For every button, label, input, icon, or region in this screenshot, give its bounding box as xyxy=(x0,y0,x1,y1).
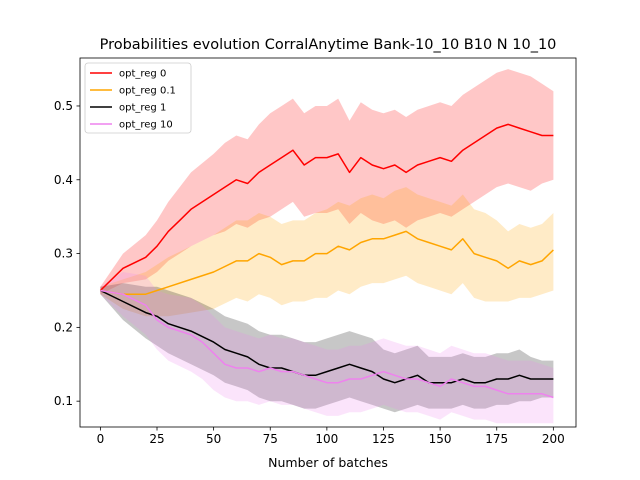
line-series-3 xyxy=(100,289,554,399)
x-tick-label-8: 200 xyxy=(542,432,565,446)
y-tick-label-2: 0.3 xyxy=(54,247,73,261)
line-series-0 xyxy=(99,123,554,292)
x-tick-label-0: 0 xyxy=(97,432,105,446)
band-series-1 xyxy=(100,187,554,317)
plot-area: 0 25 50 75 100 125 150 175 200 0.1 0.2 0.3 0.4 0.5 opt… xyxy=(54,57,577,446)
legend-box xyxy=(84,62,192,134)
x-axis-label: Number of batches xyxy=(268,455,388,470)
line-series-1 xyxy=(100,230,554,295)
legend-label-1: opt_reg 0.1 xyxy=(119,86,176,97)
x-tick-label-2: 50 xyxy=(206,432,221,446)
legend: opt_reg 0 opt_reg 0.1 opt_reg 1 opt_reg 10 xyxy=(84,62,192,134)
legend-label-0: opt_reg 0 xyxy=(119,69,166,80)
x-tick-label-1: 25 xyxy=(149,432,164,446)
line-series-2 xyxy=(100,289,554,384)
y-tick-label-0: 0.1 xyxy=(54,394,73,408)
legend-label-2: opt_reg 1 xyxy=(119,103,166,114)
y-tick-label-4: 0.5 xyxy=(54,99,73,113)
x-tick-label-3: 75 xyxy=(263,432,278,446)
y-tick-label-1: 0.2 xyxy=(54,320,73,334)
x-tick-label-4: 100 xyxy=(315,432,338,446)
y-tick-label-3: 0.4 xyxy=(54,173,73,187)
x-tick-label-6: 150 xyxy=(429,432,452,446)
band-series-0 xyxy=(100,69,554,295)
x-tick-label-5: 125 xyxy=(372,432,395,446)
chart-title: Probabilities evolution CorralAnytime Ba… xyxy=(100,37,557,53)
x-tick-label-7: 175 xyxy=(485,432,508,446)
axes-frame xyxy=(79,57,577,428)
legend-label-3: opt_reg 10 xyxy=(119,120,173,131)
band-series-2 xyxy=(100,283,554,413)
